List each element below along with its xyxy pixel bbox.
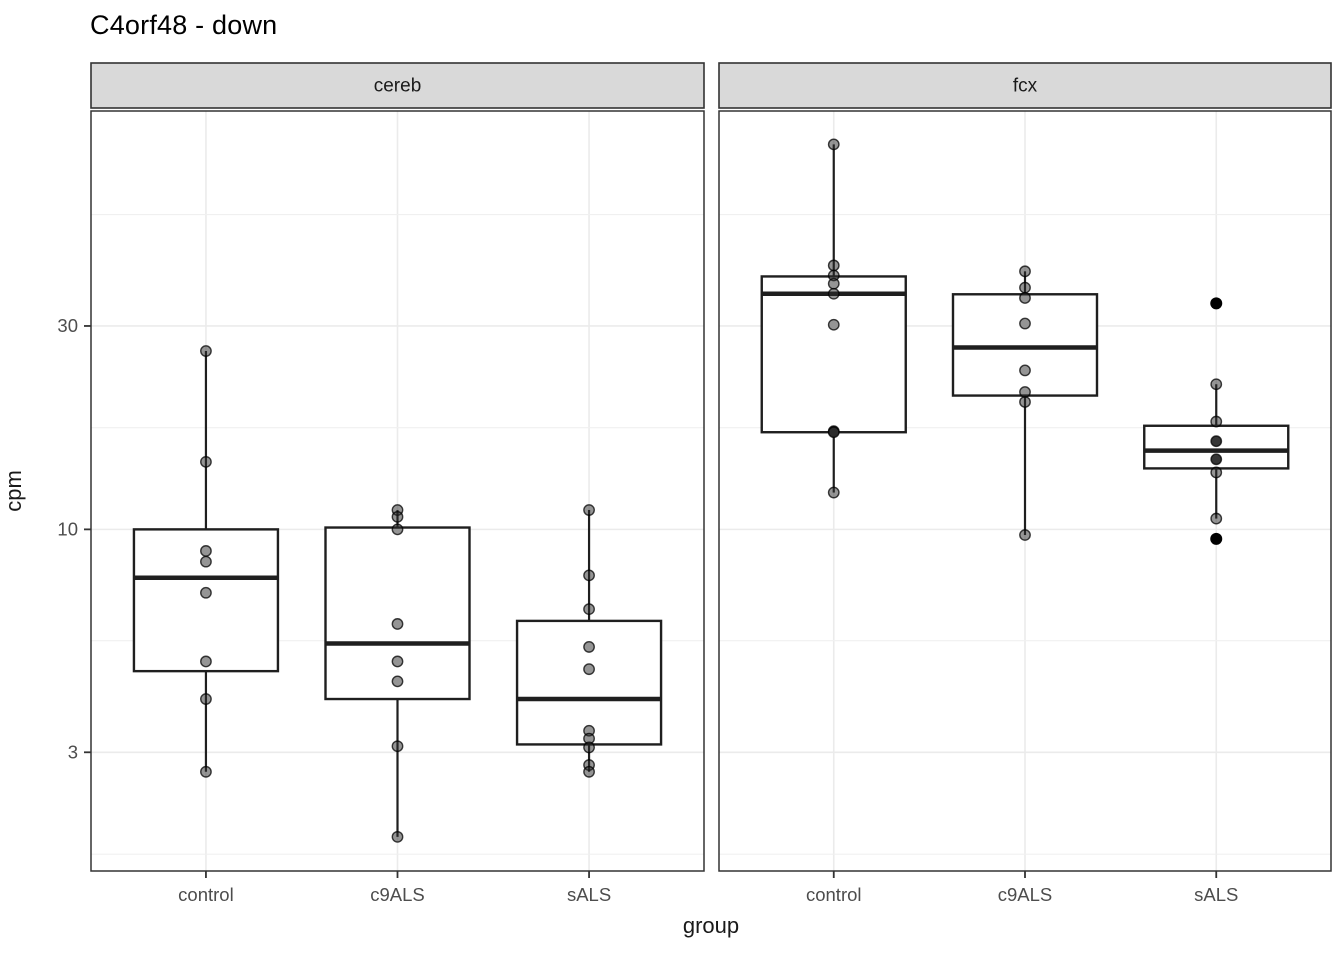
jitter-point: [1019, 396, 1031, 408]
facet-strip: [718, 62, 1332, 109]
boxplot-box: [760, 275, 907, 434]
jitter-point: [200, 555, 212, 568]
outlier-point: [1210, 532, 1223, 545]
jitter-point: [200, 655, 212, 668]
x-tick-label: c9ALS: [370, 884, 425, 905]
jitter-point: [200, 545, 212, 557]
jitter-point: [391, 655, 404, 668]
jitter-point: [583, 504, 595, 516]
jitter-point: [583, 765, 595, 778]
jitter-point: [1210, 378, 1223, 391]
jitter-point: [391, 740, 404, 753]
jitter-point: [1019, 364, 1031, 377]
y-tick-label: 10: [57, 518, 78, 539]
jitter-point: [391, 510, 404, 523]
outlier-point: [1210, 297, 1223, 310]
jitter-point: [1019, 281, 1031, 294]
jitter-point: [200, 765, 212, 778]
jitter-point: [1210, 512, 1223, 525]
x-tick-label: sALS: [1194, 884, 1238, 905]
jitter-point: [827, 287, 840, 300]
jitter-point: [391, 675, 404, 688]
jitter-point: [827, 486, 840, 499]
y-tick-label: 30: [57, 315, 78, 336]
boxplot-box: [324, 526, 471, 701]
jitter-point: [1019, 317, 1031, 330]
jitter-point: [200, 455, 212, 468]
x-tick-label: sALS: [567, 884, 611, 905]
jitter-point: [1019, 529, 1031, 541]
jitter-point: [827, 318, 840, 331]
boxplot-box: [951, 293, 1099, 397]
plot-title: C4orf48 - down: [90, 10, 278, 40]
jitter-point: [827, 277, 840, 290]
jitter-point: [200, 586, 212, 599]
facet-strip-label: fcx: [1013, 76, 1038, 97]
jitter-point: [391, 830, 404, 843]
y-axis-title: cpm: [1, 470, 26, 512]
jitter-point: [1210, 435, 1223, 448]
jitter-point: [583, 641, 595, 653]
x-tick-label: control: [806, 884, 862, 905]
jitter-point: [827, 259, 840, 272]
jitter-point: [583, 569, 595, 582]
jitter-point: [391, 523, 404, 536]
x-axis-title: group: [682, 913, 740, 938]
x-tick-label: control: [178, 884, 234, 905]
jitter-point: [1210, 415, 1223, 428]
jitter-point: [583, 741, 595, 754]
jitter-point: [1210, 466, 1223, 479]
jitter-point: [200, 693, 212, 705]
jitter-point: [200, 345, 212, 357]
jitter-point: [1019, 386, 1031, 398]
jitter-point: [1019, 265, 1031, 278]
jitter-point: [391, 618, 404, 630]
jitter-point: [1019, 292, 1031, 304]
jitter-point: [583, 603, 595, 616]
jitter-point: [827, 138, 840, 151]
jitter-point: [583, 663, 595, 676]
facet-strip-label: cereb: [374, 76, 422, 97]
facet-strip: [90, 62, 705, 109]
jitter-point: [827, 426, 840, 439]
x-tick-label: c9ALS: [998, 884, 1053, 905]
y-tick-label: 3: [68, 741, 78, 762]
jitter-point: [1210, 453, 1223, 466]
